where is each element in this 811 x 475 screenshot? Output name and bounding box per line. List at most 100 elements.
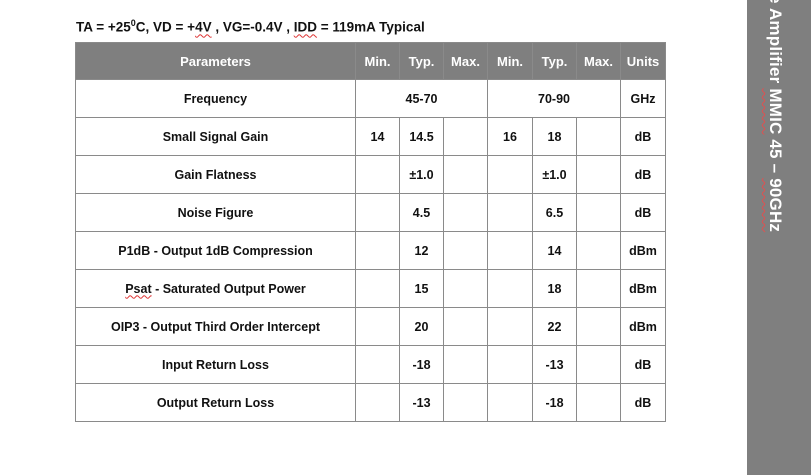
table-row: Psat - Saturated Output Power 15 18 dBm [75, 269, 666, 308]
units-cell: dB [620, 117, 666, 156]
table-row: Input Return Loss -18 -13 dB [75, 345, 666, 384]
header-min-2: Min. [487, 42, 533, 80]
units-cell: GHz [620, 79, 666, 118]
table-row: Small Signal Gain 14 14.5 16 18 dB [75, 117, 666, 156]
value-cell [576, 307, 621, 346]
value-cell [487, 307, 533, 346]
value-cell [576, 155, 621, 194]
param-cell: Gain Flatness [75, 155, 356, 194]
title-main: e Amplifier [766, 0, 785, 89]
units-cell: dBm [620, 269, 666, 308]
units-cell: dB [620, 193, 666, 232]
header-row: Parameters Min. Typ. Max. Min. Typ. Max.… [75, 42, 666, 80]
value-cell: 18 [532, 269, 577, 308]
param-cell: Input Return Loss [75, 345, 356, 384]
units-cell: dB [620, 345, 666, 384]
value-cell: 15 [399, 269, 444, 308]
value-cell: 14.5 [399, 117, 444, 156]
table-row: Noise Figure 4.5 6.5 dB [75, 193, 666, 232]
side-banner: e Amplifier MMIC 45 – 90GHz [747, 0, 811, 475]
title-mmic: MMIC [766, 88, 785, 135]
value-cell [576, 193, 621, 232]
value-cell [443, 307, 488, 346]
value-cell: ±1.0 [532, 155, 577, 194]
vd-label: C, VD = + [135, 19, 196, 35]
range-cell: 70-90 [487, 79, 621, 118]
value-cell [576, 117, 621, 156]
param-cell: Output Return Loss [75, 383, 356, 422]
value-cell [355, 269, 400, 308]
value-cell [487, 193, 533, 232]
table-row: Gain Flatness ±1.0 ±1.0 dB [75, 155, 666, 194]
degree-superscript: 0 [130, 18, 136, 28]
value-cell [355, 231, 400, 270]
value-cell: -18 [399, 345, 444, 384]
value-cell [576, 231, 621, 270]
units-cell: dB [620, 155, 666, 194]
ta-text: TA = +25 [76, 19, 131, 35]
table-row: P1dB - Output 1dB Compression 12 14 dBm [75, 231, 666, 270]
value-cell: 18 [532, 117, 577, 156]
header-max-2: Max. [576, 42, 621, 80]
value-cell [576, 269, 621, 308]
value-cell [487, 269, 533, 308]
value-cell [443, 383, 488, 422]
vd-value: 4V [195, 19, 212, 35]
units-cell: dB [620, 383, 666, 422]
spec-table: Parameters Min. Typ. Max. Min. Typ. Max.… [75, 42, 666, 422]
value-cell: 12 [399, 231, 444, 270]
value-cell [487, 231, 533, 270]
value-cell: 6.5 [532, 193, 577, 232]
value-cell [355, 193, 400, 232]
header-min-1: Min. [355, 42, 400, 80]
param-cell: Small Signal Gain [75, 117, 356, 156]
value-cell [487, 155, 533, 194]
param-cell: P1dB - Output 1dB Compression [75, 231, 356, 270]
value-cell [443, 117, 488, 156]
table-row: OIP3 - Output Third Order Intercept 20 2… [75, 307, 666, 346]
param-cell: OIP3 - Output Third Order Intercept [75, 307, 356, 346]
value-cell [355, 383, 400, 422]
value-cell [443, 345, 488, 384]
idd-text: = 119mA Typical [317, 19, 425, 35]
units-cell: dBm [620, 307, 666, 346]
range-cell: 45-70 [355, 79, 488, 118]
value-cell [355, 345, 400, 384]
table-row: Output Return Loss -13 -18 dB [75, 383, 666, 422]
header-typ-2: Typ. [532, 42, 577, 80]
header-max-1: Max. [443, 42, 488, 80]
param-cell: Frequency [75, 79, 356, 118]
value-cell [355, 155, 400, 194]
side-banner-title: e Amplifier MMIC 45 – 90GHz [765, 0, 785, 232]
value-cell [443, 155, 488, 194]
value-cell [443, 193, 488, 232]
value-cell [576, 345, 621, 384]
value-cell [487, 345, 533, 384]
header-units: Units [620, 42, 666, 80]
value-cell: 22 [532, 307, 577, 346]
value-cell: 20 [399, 307, 444, 346]
value-cell: -18 [532, 383, 577, 422]
value-cell [355, 307, 400, 346]
table-row: Frequency 45-70 70-90 GHz [75, 79, 666, 118]
value-cell: 14 [532, 231, 577, 270]
vg-text: , VG=-0.4V , [211, 19, 294, 35]
value-cell: 4.5 [399, 193, 444, 232]
value-cell: 14 [355, 117, 400, 156]
value-cell [576, 383, 621, 422]
value-cell [443, 231, 488, 270]
test-conditions: TA = +250C, VD = +4V , VG=-0.4V , IDD = … [76, 18, 425, 35]
value-cell: -13 [532, 345, 577, 384]
param-text: - Saturated Output Power [151, 281, 306, 296]
value-cell [487, 383, 533, 422]
param-cell: Noise Figure [75, 193, 356, 232]
param-cell: Psat - Saturated Output Power [75, 269, 356, 308]
units-cell: dBm [620, 231, 666, 270]
value-cell: ±1.0 [399, 155, 444, 194]
param-prefix: Psat [125, 281, 152, 296]
header-typ-1: Typ. [399, 42, 444, 80]
value-cell: -13 [399, 383, 444, 422]
header-parameters: Parameters [75, 42, 356, 80]
value-cell: 16 [487, 117, 533, 156]
value-cell [443, 269, 488, 308]
